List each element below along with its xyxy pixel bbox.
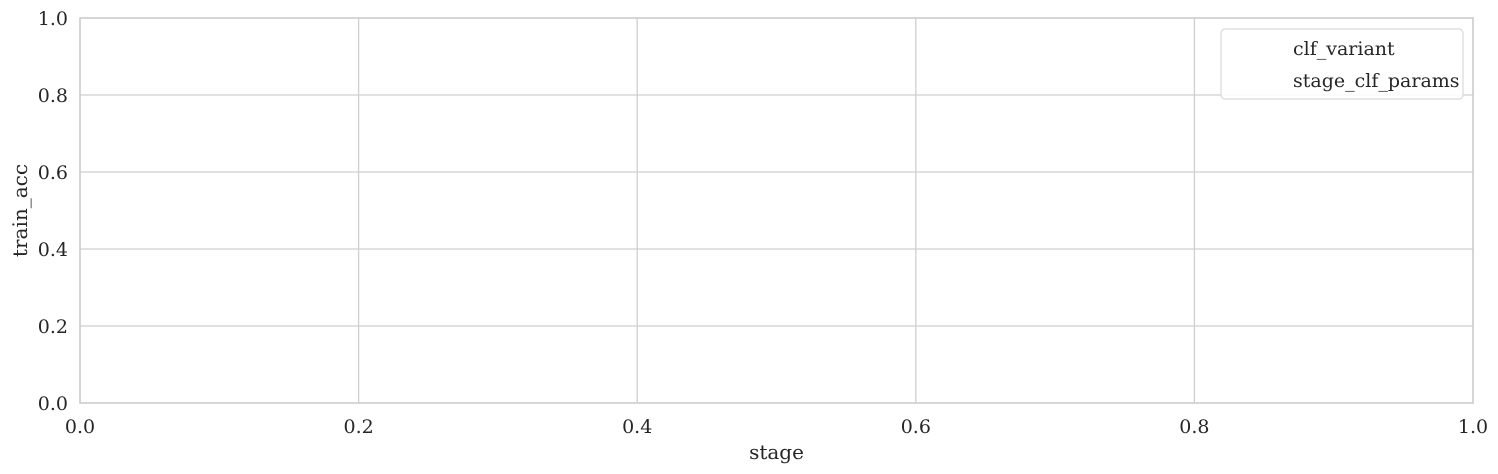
y-tick-label: 0.4: [38, 239, 68, 261]
legend: clf_variant stage_clf_params: [1220, 28, 1464, 100]
y-axis-label: train_acc: [8, 164, 32, 257]
legend-entry: stage_clf_params: [1293, 70, 1460, 92]
x-tick-label: 0.8: [1179, 416, 1209, 438]
x-tick-label: 0.0: [65, 416, 95, 438]
y-tick-label: 1.0: [38, 8, 68, 30]
legend-entry: clf_variant: [1293, 38, 1395, 60]
y-tick-label: 0.2: [38, 316, 68, 338]
x-tick-label: 0.6: [901, 416, 931, 438]
x-tick-label: 0.2: [343, 416, 373, 438]
y-tick-label: 0.6: [38, 162, 68, 184]
x-tick-label: 0.4: [622, 416, 652, 438]
plot-frame: [79, 17, 1474, 404]
x-axis-label: stage: [749, 440, 804, 464]
legend-box: [1220, 28, 1464, 100]
x-tick-labels: 0.0 0.2 0.4 0.6 0.8 1.0: [65, 416, 1488, 438]
x-tick-label: 1.0: [1458, 416, 1488, 438]
y-tick-label: 0.0: [38, 393, 68, 415]
y-tick-labels: 0.0 0.2 0.4 0.6 0.8 1.0: [38, 8, 68, 415]
y-tick-label: 0.8: [38, 85, 68, 107]
